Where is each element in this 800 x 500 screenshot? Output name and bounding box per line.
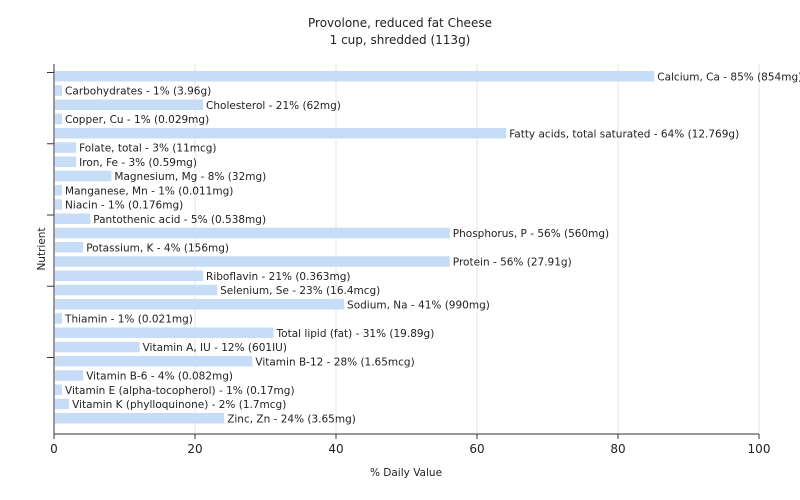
bar-label: Cholesterol - 21% (62mg): [206, 100, 341, 112]
bar: [55, 142, 77, 153]
bar-label: Sodium, Na - 41% (990mg): [347, 299, 490, 311]
x-tick-label: 100: [748, 442, 771, 456]
gridlines: [194, 64, 760, 434]
x-axis-ticks: 0 20 40 60 80 100: [50, 434, 770, 456]
bar: [55, 370, 84, 381]
bar-label: Riboflavin - 21% (0.363mg): [206, 271, 350, 283]
bar-label: Copper, Cu - 1% (0.029mg): [65, 114, 209, 126]
bar-label: Selenium, Se - 23% (16.4mcg): [220, 285, 380, 297]
bar: [55, 99, 204, 110]
bars-group: [55, 71, 655, 424]
bar: [55, 384, 63, 395]
bar: [55, 313, 63, 324]
bar-label: Magnesium, Mg - 8% (32mg): [114, 171, 266, 183]
bar: [55, 185, 63, 196]
x-tick-label: 0: [50, 442, 58, 456]
bar-label: Niacin - 1% (0.176mg): [65, 200, 183, 212]
bar-label: Folate, total - 3% (11mcg): [79, 143, 216, 155]
bar: [55, 170, 112, 182]
bar-label: Thiamin - 1% (0.021mg): [64, 314, 193, 326]
bar: [55, 299, 345, 310]
bar-label: Iron, Fe - 3% (0.59mg): [79, 157, 197, 169]
bar: [55, 270, 204, 281]
x-tick-label: 80: [610, 442, 625, 456]
bar-label: Manganese, Mn - 1% (0.011mg): [65, 185, 233, 197]
bar-label: Phosphorus, P - 56% (560mg): [453, 228, 609, 240]
bar-label: Vitamin E (alpha-tocopherol) - 1% (0.17m…: [65, 385, 294, 397]
bar: [55, 341, 140, 353]
bar: [55, 413, 225, 424]
x-tick-label: 60: [469, 442, 484, 456]
y-axis-ticks: [47, 72, 54, 358]
bar: [55, 284, 218, 296]
bar: [55, 356, 253, 367]
x-tick-label: 20: [187, 442, 202, 456]
bar: [55, 156, 77, 167]
bar: [55, 327, 274, 338]
bar-label: Pantothenic acid - 5% (0.538mg): [93, 214, 266, 226]
bar: [55, 398, 70, 410]
bar-label: Vitamin B-12 - 28% (1.65mcg): [255, 356, 414, 368]
bar-label: Vitamin B-6 - 4% (0.082mg): [86, 371, 233, 383]
bar-label: Potassium, K - 4% (156mg): [86, 242, 229, 254]
bar: [55, 242, 84, 253]
bar: [55, 71, 655, 82]
bar: [55, 113, 63, 125]
bar-label: Zinc, Zn - 24% (3.65mg): [227, 413, 356, 425]
bar-label: Calcium, Ca - 85% (854mg): [657, 71, 800, 83]
bar-label: Carbohydrates - 1% (3.96g): [65, 86, 211, 98]
bar: [55, 85, 63, 96]
y-axis-label: Nutrient: [36, 227, 48, 270]
chart-title: Provolone, reduced fat Cheese: [308, 16, 492, 30]
bar-label: Fatty acids, total saturated - 64% (12.7…: [509, 128, 739, 140]
bar: [55, 227, 450, 239]
bar: [55, 199, 63, 210]
bar: [55, 128, 507, 139]
bar: [55, 213, 91, 224]
bar-label: Protein - 56% (27.91g): [453, 257, 572, 269]
x-axis-label: % Daily Value: [370, 467, 442, 479]
x-tick-label: 40: [328, 442, 343, 456]
bar-labels-group: Calcium, Ca - 85% (854mg) Carbohydrates -…: [64, 71, 800, 425]
chart-subtitle: 1 cup, shredded (113g): [330, 33, 471, 47]
bar-label: Total lipid (fat) - 31% (19.89g): [276, 328, 435, 340]
bar-label: Vitamin K (phylloquinone) - 2% (1.7mcg): [72, 399, 286, 411]
bar: [55, 256, 450, 267]
bar-label: Vitamin A, IU - 12% (601IU): [143, 342, 287, 354]
